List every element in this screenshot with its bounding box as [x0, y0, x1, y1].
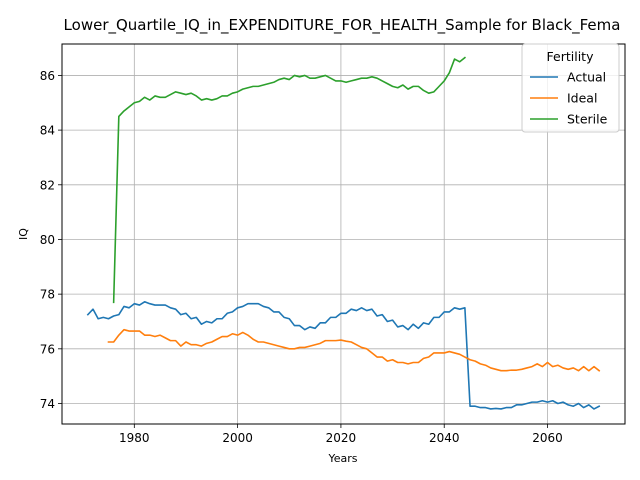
- legend-title: Fertility: [547, 49, 595, 64]
- x-tick-label: 2060: [532, 431, 563, 445]
- y-tick-label: 74: [40, 397, 55, 411]
- y-tick-label: 76: [40, 342, 55, 356]
- x-axis-label: Years: [327, 452, 357, 465]
- x-tick-label: 1980: [119, 431, 150, 445]
- x-tick-label: 2020: [326, 431, 357, 445]
- legend-label-ideal: Ideal: [567, 91, 597, 106]
- legend-label-actual: Actual: [567, 70, 606, 85]
- x-tick-label: 2000: [222, 431, 253, 445]
- y-tick-label: 80: [40, 233, 55, 247]
- y-axis-label: IQ: [17, 228, 30, 240]
- chart-title: Lower_Quartile_IQ_in_EXPENDITURE_FOR_HEA…: [64, 16, 621, 35]
- legend: Fertility Actual Ideal Sterile: [522, 44, 619, 132]
- x-tick-label: 2040: [429, 431, 460, 445]
- y-tick-label: 78: [40, 288, 55, 302]
- y-tick-label: 82: [40, 178, 55, 192]
- y-tick-label: 86: [40, 69, 55, 83]
- y-tick-label: 84: [40, 124, 55, 138]
- legend-label-sterile: Sterile: [567, 112, 608, 127]
